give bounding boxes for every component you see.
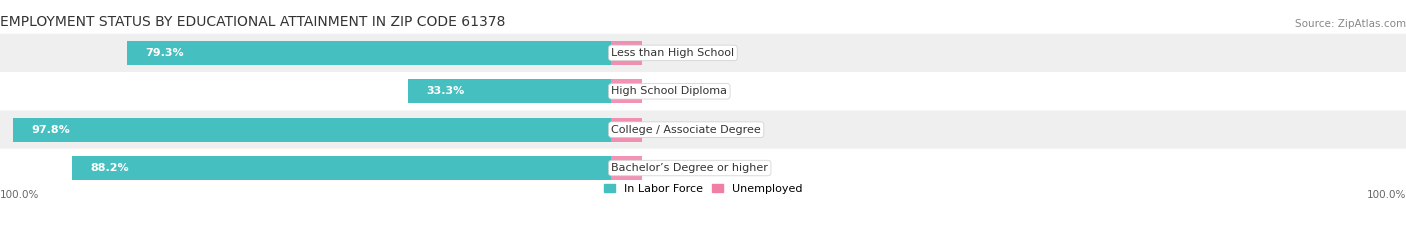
Text: 97.8%: 97.8% [32, 125, 70, 135]
Bar [612, 156, 643, 180]
Bar [127, 41, 612, 65]
Bar [408, 79, 612, 103]
Bar [14, 118, 612, 142]
Text: 3.7%: 3.7% [651, 86, 681, 96]
FancyBboxPatch shape [0, 72, 1406, 110]
Text: High School Diploma: High School Diploma [612, 86, 727, 96]
Text: 33.3%: 33.3% [426, 86, 464, 96]
FancyBboxPatch shape [0, 34, 1406, 72]
Text: Source: ZipAtlas.com: Source: ZipAtlas.com [1295, 19, 1406, 29]
Text: EMPLOYMENT STATUS BY EDUCATIONAL ATTAINMENT IN ZIP CODE 61378: EMPLOYMENT STATUS BY EDUCATIONAL ATTAINM… [0, 15, 505, 29]
Legend: In Labor Force, Unemployed: In Labor Force, Unemployed [603, 184, 803, 194]
Text: College / Associate Degree: College / Associate Degree [612, 125, 761, 135]
Text: 0.0%: 0.0% [651, 48, 681, 58]
Bar [72, 156, 612, 180]
Bar [612, 118, 643, 142]
Text: Less than High School: Less than High School [612, 48, 734, 58]
Bar [612, 79, 643, 103]
FancyBboxPatch shape [0, 149, 1406, 187]
Text: 88.2%: 88.2% [90, 163, 129, 173]
Text: 0.0%: 0.0% [651, 125, 681, 135]
Text: 100.0%: 100.0% [1367, 190, 1406, 200]
Text: 79.3%: 79.3% [145, 48, 184, 58]
Text: 100.0%: 100.0% [0, 190, 39, 200]
FancyBboxPatch shape [0, 110, 1406, 149]
Text: 0.0%: 0.0% [651, 163, 681, 173]
Text: Bachelor’s Degree or higher: Bachelor’s Degree or higher [612, 163, 768, 173]
Bar [612, 41, 643, 65]
